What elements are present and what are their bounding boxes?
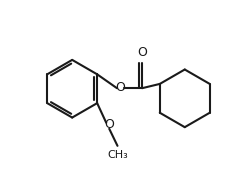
Text: O: O [115, 81, 125, 94]
Text: O: O [137, 46, 147, 59]
Text: O: O [104, 118, 114, 132]
Text: CH₃: CH₃ [107, 150, 128, 160]
